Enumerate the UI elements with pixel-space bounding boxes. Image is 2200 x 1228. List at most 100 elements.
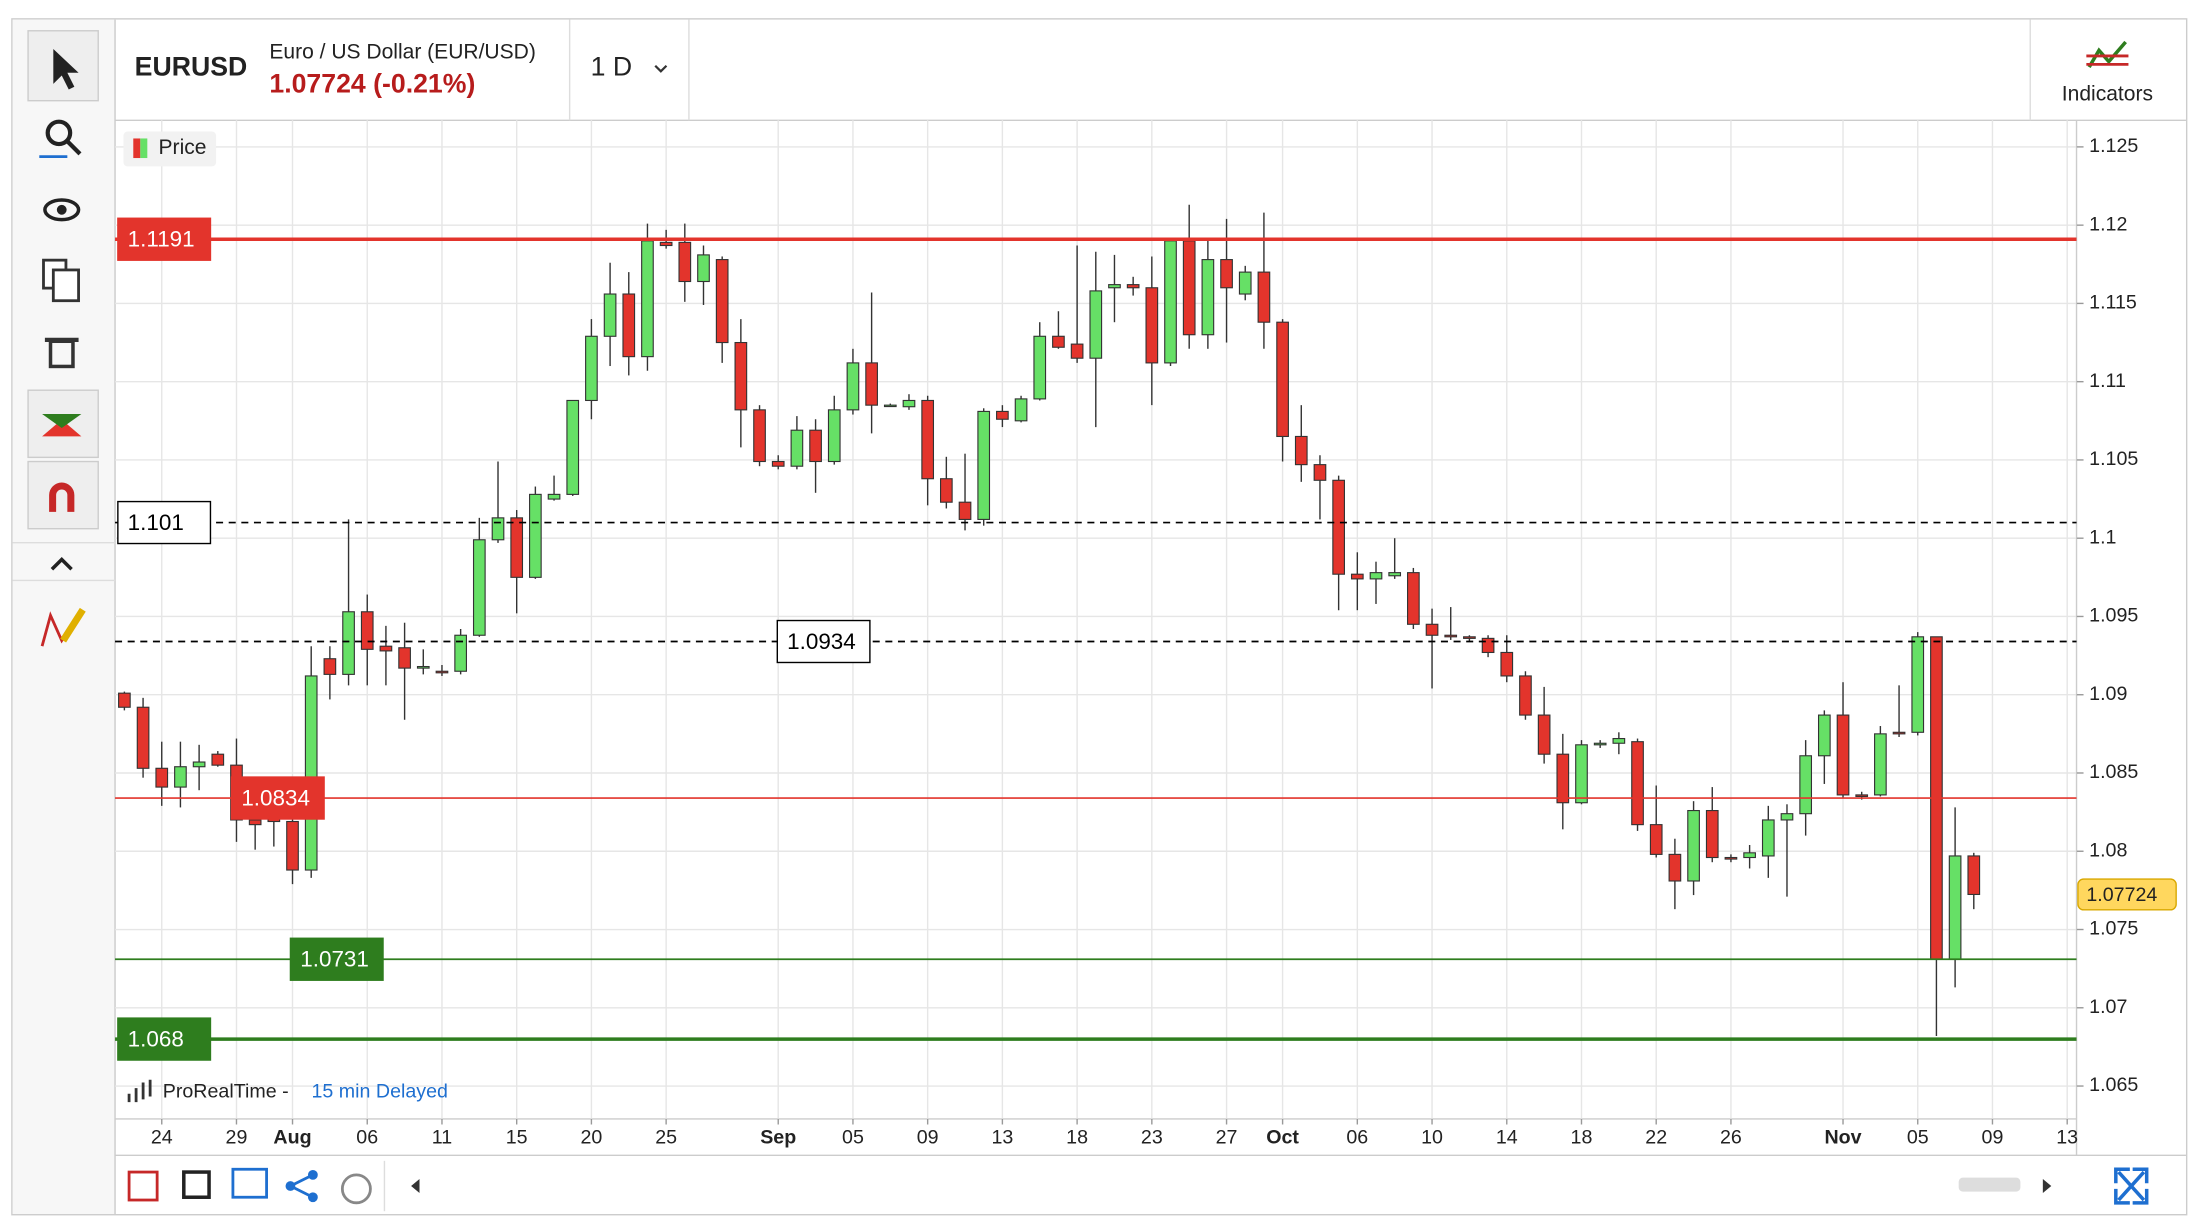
x-tick-label: 09	[917, 1127, 939, 1149]
eye-icon	[56, 204, 67, 215]
indicators-button[interactable]: Indicators	[2062, 40, 2153, 106]
candle-body	[286, 820, 299, 871]
legend-label: Price	[159, 136, 207, 159]
y-tick-label: 1.085	[2089, 761, 2138, 783]
candle-body	[1500, 651, 1514, 677]
candle-body	[1089, 290, 1103, 359]
tool-icon[interactable]	[127, 1170, 159, 1202]
delay[interactable]: 15 min Delayed	[311, 1081, 447, 1103]
fullscreen-icon[interactable]	[2114, 1167, 2149, 1205]
candle-body	[827, 409, 841, 463]
source: ProRealTime -	[163, 1081, 289, 1103]
candle-body	[1182, 240, 1196, 336]
candle-body	[1724, 856, 1738, 860]
candle-body	[753, 409, 766, 463]
candle-body	[136, 706, 150, 769]
magnet-button[interactable]	[27, 460, 99, 530]
candle-body	[1070, 343, 1084, 359]
candle-body	[1575, 744, 1588, 804]
instrument-name: Euro / US Dollar (EUR/USD)	[269, 41, 535, 64]
y-tick-label: 1.065	[2089, 1074, 2138, 1096]
candle-body	[1649, 824, 1663, 855]
candle-body	[678, 241, 692, 283]
tool-buttons[interactable]	[12, 30, 116, 647]
candle-body	[902, 399, 916, 408]
candle-body	[1519, 675, 1532, 716]
candle-body	[734, 341, 748, 411]
eye-icon[interactable]	[43, 198, 81, 222]
y-tick-label: 1.075	[2089, 918, 2138, 940]
candle-body	[865, 362, 878, 406]
candle-body	[1126, 284, 1140, 289]
trend-icon	[42, 413, 82, 428]
level-label: 1.101	[128, 510, 184, 535]
bottom-toolbar	[127, 1160, 2149, 1212]
candle-body	[1388, 572, 1402, 577]
candle-body	[1911, 636, 1925, 733]
candle-body	[192, 761, 206, 768]
symbol: EURUSD	[135, 52, 248, 82]
draw-icon	[60, 607, 86, 643]
scroll-right[interactable]	[2042, 1179, 2052, 1194]
candle-body	[211, 753, 225, 766]
legend-swatch	[133, 138, 141, 159]
y-tick-label: 1.115	[2089, 292, 2137, 314]
interval[interactable]: 1 D	[591, 52, 632, 82]
candle-body	[1145, 287, 1159, 364]
x-tick-label: 05	[842, 1127, 864, 1149]
candle-body	[118, 692, 131, 708]
candle-body	[379, 645, 393, 652]
interval-caret[interactable]	[654, 64, 668, 73]
magnet-icon	[49, 482, 75, 512]
level-label-box	[117, 500, 212, 545]
candle-body	[1631, 741, 1644, 826]
candle-body	[1612, 737, 1626, 744]
x-tick-label: 06	[356, 1127, 378, 1149]
layout-icon[interactable]	[231, 1167, 268, 1199]
scrollbar[interactable]	[1958, 1177, 2021, 1192]
y-tick-label: 1.12	[2089, 213, 2127, 235]
candle-body	[1668, 853, 1682, 882]
x-tick-label: 26	[1720, 1127, 1742, 1149]
share-icon	[289, 1173, 314, 1199]
x-tick-label: 14	[1496, 1127, 1518, 1149]
candle-body	[323, 658, 337, 675]
x-tick-label: 22	[1645, 1127, 1667, 1149]
candle-body	[1743, 852, 1756, 859]
scroll-left[interactable]	[411, 1179, 420, 1194]
level-label-box	[776, 619, 871, 664]
y-tick-label: 1.09	[2089, 683, 2127, 705]
candle-body	[1892, 731, 1906, 735]
save-icon[interactable]	[182, 1170, 211, 1199]
candle-body	[1108, 284, 1121, 289]
collapse-icon[interactable]	[50, 556, 73, 571]
help-icon[interactable]	[340, 1173, 372, 1205]
x-tick-label: 13	[991, 1127, 1013, 1149]
candle-body	[939, 478, 953, 503]
share-icon[interactable]	[285, 1181, 296, 1191]
y-tick-label: 1.125	[2089, 135, 2138, 157]
candle-body	[1164, 240, 1177, 364]
zoom-icon	[65, 139, 82, 156]
candle-body	[1948, 855, 1962, 960]
x-tick-label: 18	[1571, 1127, 1593, 1149]
candle-body	[715, 259, 729, 344]
indicators-label[interactable]: Indicators	[2062, 83, 2153, 106]
candle-body	[1537, 714, 1551, 755]
plot: 1.1191 1.101 1.0934 1.0834 1.0731 1.068	[115, 120, 2084, 1125]
candle-body	[491, 517, 505, 541]
x-tick-label: 18	[1066, 1127, 1088, 1149]
candle-body	[1855, 794, 1869, 798]
zoom-icon[interactable]	[45, 119, 73, 147]
candle-body	[1238, 271, 1252, 295]
candle-body	[1407, 572, 1420, 625]
candle-body	[1332, 479, 1345, 575]
y-tick-label: 1.11	[2089, 370, 2126, 392]
level-label-box	[117, 217, 212, 261]
y-tick-label: 1.08	[2089, 839, 2127, 861]
candle-body	[454, 634, 467, 672]
candle-body	[1369, 572, 1383, 580]
candle-body	[360, 611, 374, 650]
candle-body	[472, 539, 486, 636]
